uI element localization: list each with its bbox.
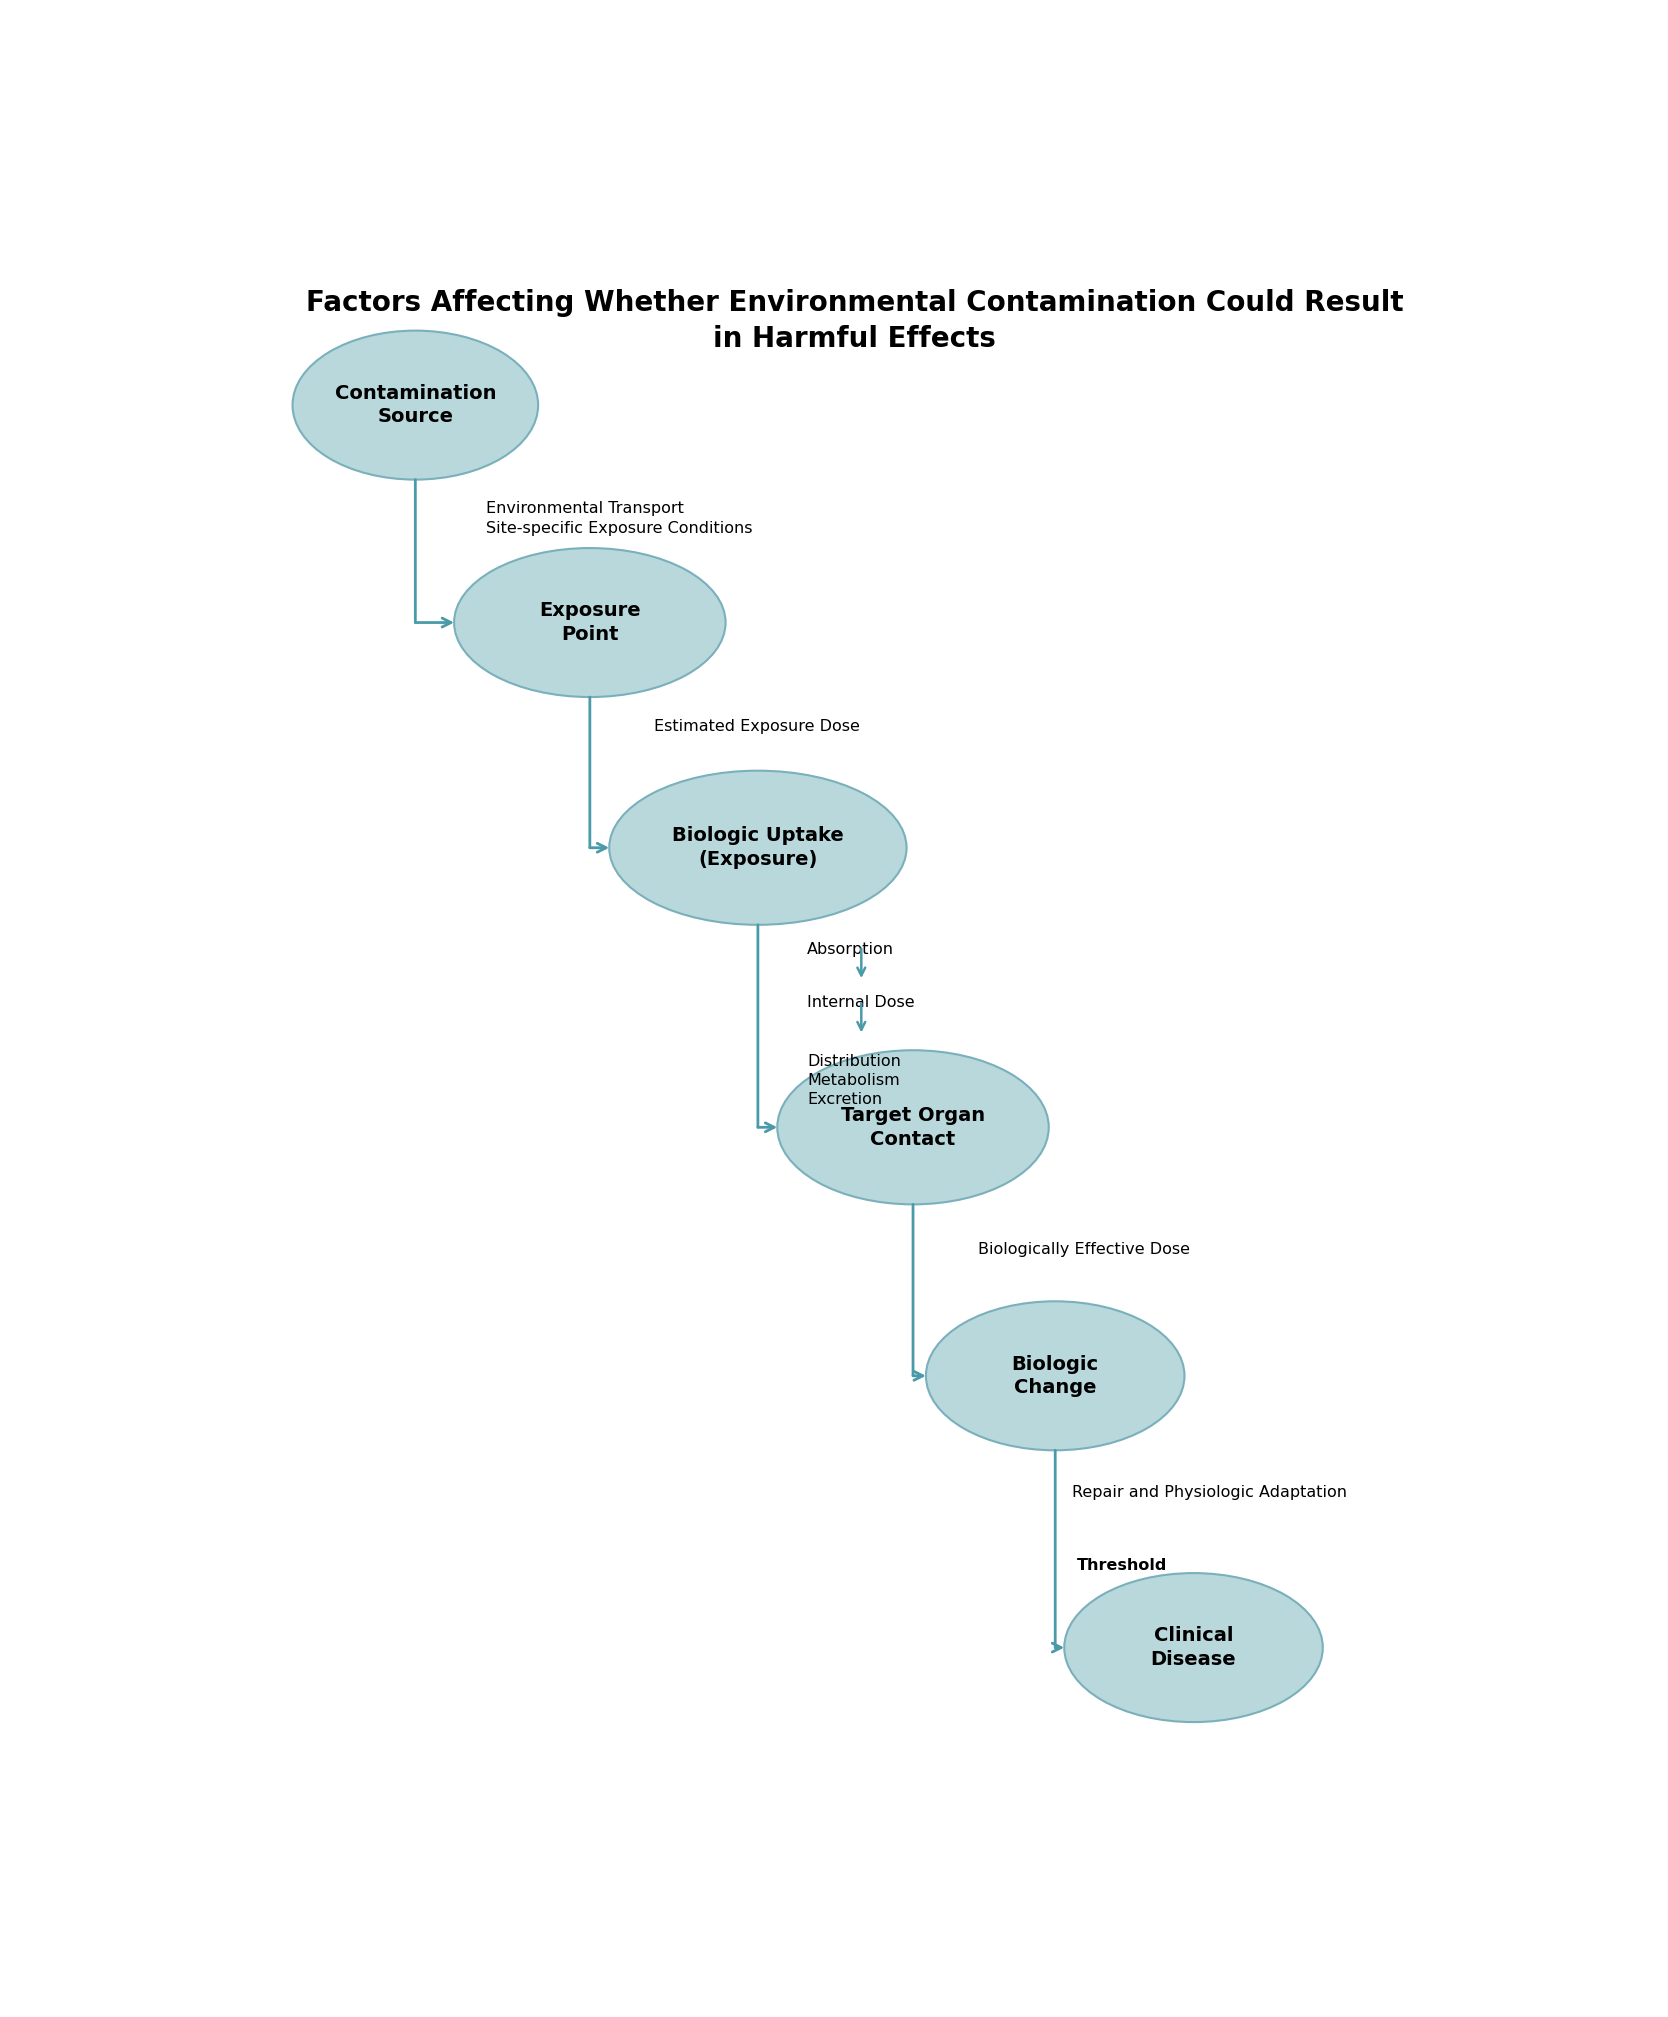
Text: Clinical
Disease: Clinical Disease [1151, 1626, 1236, 1668]
Text: Environmental Transport
Site-specific Exposure Conditions: Environmental Transport Site-specific Ex… [487, 502, 752, 537]
Text: Biologically Effective Dose: Biologically Effective Dose [977, 1242, 1189, 1257]
Text: Factors Affecting Whether Environmental Contamination Could Result
in Harmful Ef: Factors Affecting Whether Environmental … [305, 288, 1404, 353]
Ellipse shape [292, 331, 539, 480]
Text: Internal Dose: Internal Dose [807, 994, 914, 1011]
Text: Contamination
Source: Contamination Source [335, 383, 495, 426]
Ellipse shape [926, 1301, 1184, 1450]
Text: Exposure
Point: Exposure Point [539, 601, 641, 643]
Text: Biologic
Change: Biologic Change [1012, 1355, 1099, 1398]
Ellipse shape [609, 770, 907, 926]
Text: Absorption: Absorption [807, 942, 894, 958]
Ellipse shape [454, 549, 726, 698]
Text: Target Organ
Contact: Target Organ Contact [841, 1105, 986, 1148]
Ellipse shape [777, 1051, 1049, 1204]
Text: Repair and Physiologic Adaptation: Repair and Physiologic Adaptation [1073, 1485, 1348, 1499]
Text: Estimated Exposure Dose: Estimated Exposure Dose [654, 718, 861, 734]
Text: Distribution
Metabolism
Excretion: Distribution Metabolism Excretion [807, 1055, 901, 1107]
Text: Threshold: Threshold [1078, 1557, 1168, 1573]
Text: Biologic Uptake
(Exposure): Biologic Uptake (Exposure) [672, 827, 844, 869]
Ellipse shape [1064, 1573, 1323, 1723]
